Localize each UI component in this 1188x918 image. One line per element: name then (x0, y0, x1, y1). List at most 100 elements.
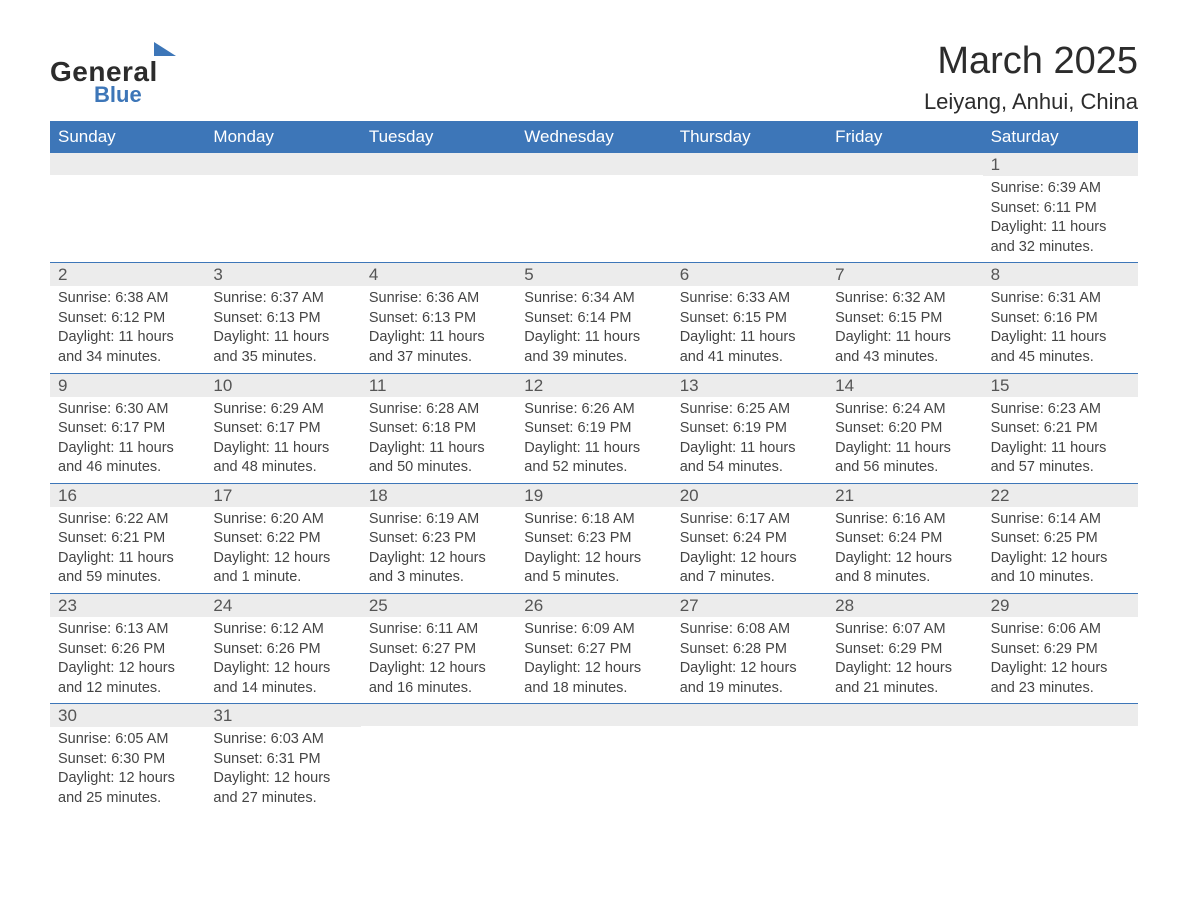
sunrise-line: Sunrise: 6:28 AM (369, 400, 508, 420)
sunrise-line: Sunrise: 6:39 AM (991, 179, 1130, 199)
day-number (361, 704, 516, 726)
day-body: Sunrise: 6:38 AMSunset: 6:12 PMDaylight:… (50, 286, 205, 372)
day-cell: 29Sunrise: 6:06 AMSunset: 6:29 PMDayligh… (983, 594, 1138, 703)
day-body: Sunrise: 6:23 AMSunset: 6:21 PMDaylight:… (983, 397, 1138, 483)
day-cell (205, 153, 360, 262)
sunset-line: Sunset: 6:27 PM (524, 640, 663, 660)
day-header-cell: Thursday (672, 121, 827, 153)
day-body: Sunrise: 6:29 AMSunset: 6:17 PMDaylight:… (205, 397, 360, 483)
day-header-cell: Saturday (983, 121, 1138, 153)
week-row: 9Sunrise: 6:30 AMSunset: 6:17 PMDaylight… (50, 374, 1138, 484)
daylight-line: Daylight: 12 hours and 14 minutes. (213, 659, 352, 698)
daylight-line: Daylight: 11 hours and 54 minutes. (680, 439, 819, 478)
day-body: Sunrise: 6:22 AMSunset: 6:21 PMDaylight:… (50, 507, 205, 593)
day-body: Sunrise: 6:06 AMSunset: 6:29 PMDaylight:… (983, 617, 1138, 703)
day-body: Sunrise: 6:12 AMSunset: 6:26 PMDaylight:… (205, 617, 360, 703)
day-body: Sunrise: 6:17 AMSunset: 6:24 PMDaylight:… (672, 507, 827, 593)
day-cell: 14Sunrise: 6:24 AMSunset: 6:20 PMDayligh… (827, 374, 982, 483)
sunrise-line: Sunrise: 6:07 AM (835, 620, 974, 640)
sunset-line: Sunset: 6:17 PM (58, 419, 197, 439)
day-number (361, 153, 516, 175)
day-number: 13 (672, 374, 827, 397)
daylight-line: Daylight: 11 hours and 32 minutes. (991, 218, 1130, 257)
day-number: 9 (50, 374, 205, 397)
day-header-cell: Tuesday (361, 121, 516, 153)
day-cell: 18Sunrise: 6:19 AMSunset: 6:23 PMDayligh… (361, 484, 516, 593)
sunrise-line: Sunrise: 6:23 AM (991, 400, 1130, 420)
daylight-line: Daylight: 11 hours and 46 minutes. (58, 439, 197, 478)
day-cell (983, 704, 1138, 813)
day-body (50, 175, 205, 183)
header: General Blue March 2025 Leiyang, Anhui, … (50, 40, 1138, 115)
daylight-line: Daylight: 12 hours and 1 minute. (213, 549, 352, 588)
day-number: 30 (50, 704, 205, 727)
day-number (827, 704, 982, 726)
daylight-line: Daylight: 11 hours and 52 minutes. (524, 439, 663, 478)
sunrise-line: Sunrise: 6:36 AM (369, 289, 508, 309)
day-body (205, 175, 360, 183)
sunrise-line: Sunrise: 6:09 AM (524, 620, 663, 640)
day-number: 7 (827, 263, 982, 286)
day-body (672, 175, 827, 183)
day-number: 23 (50, 594, 205, 617)
daylight-line: Daylight: 11 hours and 59 minutes. (58, 549, 197, 588)
day-cell (827, 704, 982, 813)
day-cell: 10Sunrise: 6:29 AMSunset: 6:17 PMDayligh… (205, 374, 360, 483)
day-number: 29 (983, 594, 1138, 617)
sunrise-line: Sunrise: 6:31 AM (991, 289, 1130, 309)
sunset-line: Sunset: 6:11 PM (991, 199, 1130, 219)
brand-logo: General Blue (50, 58, 176, 106)
sunrise-line: Sunrise: 6:38 AM (58, 289, 197, 309)
sunset-line: Sunset: 6:31 PM (213, 750, 352, 770)
sunrise-line: Sunrise: 6:25 AM (680, 400, 819, 420)
daylight-line: Daylight: 12 hours and 16 minutes. (369, 659, 508, 698)
day-number: 21 (827, 484, 982, 507)
day-body: Sunrise: 6:19 AMSunset: 6:23 PMDaylight:… (361, 507, 516, 593)
day-cell (516, 153, 671, 262)
day-number: 22 (983, 484, 1138, 507)
daylight-line: Daylight: 12 hours and 18 minutes. (524, 659, 663, 698)
day-body: Sunrise: 6:09 AMSunset: 6:27 PMDaylight:… (516, 617, 671, 703)
sunrise-line: Sunrise: 6:37 AM (213, 289, 352, 309)
sunset-line: Sunset: 6:29 PM (835, 640, 974, 660)
sunrise-line: Sunrise: 6:29 AM (213, 400, 352, 420)
sunset-line: Sunset: 6:26 PM (213, 640, 352, 660)
day-body (827, 175, 982, 183)
calendar: SundayMondayTuesdayWednesdayThursdayFrid… (50, 121, 1138, 814)
day-number: 25 (361, 594, 516, 617)
day-cell: 25Sunrise: 6:11 AMSunset: 6:27 PMDayligh… (361, 594, 516, 703)
day-body: Sunrise: 6:37 AMSunset: 6:13 PMDaylight:… (205, 286, 360, 372)
daylight-line: Daylight: 11 hours and 48 minutes. (213, 439, 352, 478)
day-body: Sunrise: 6:30 AMSunset: 6:17 PMDaylight:… (50, 397, 205, 483)
sunset-line: Sunset: 6:26 PM (58, 640, 197, 660)
sunset-line: Sunset: 6:22 PM (213, 529, 352, 549)
day-body: Sunrise: 6:24 AMSunset: 6:20 PMDaylight:… (827, 397, 982, 483)
week-row: 1Sunrise: 6:39 AMSunset: 6:11 PMDaylight… (50, 153, 1138, 263)
sunset-line: Sunset: 6:19 PM (680, 419, 819, 439)
day-body (983, 726, 1138, 734)
day-header-row: SundayMondayTuesdayWednesdayThursdayFrid… (50, 121, 1138, 153)
day-number: 15 (983, 374, 1138, 397)
sunset-line: Sunset: 6:15 PM (680, 309, 819, 329)
sunset-line: Sunset: 6:13 PM (213, 309, 352, 329)
sunrise-line: Sunrise: 6:05 AM (58, 730, 197, 750)
sunset-line: Sunset: 6:23 PM (524, 529, 663, 549)
daylight-line: Daylight: 11 hours and 39 minutes. (524, 328, 663, 367)
day-cell: 13 Sunrise: 6:25 AMSunset: 6:19 PMDayligh… (672, 374, 827, 483)
day-number: 26 (516, 594, 671, 617)
sunrise-line: Sunrise: 6:26 AM (524, 400, 663, 420)
daylight-line: Daylight: 12 hours and 21 minutes. (835, 659, 974, 698)
day-cell: 31Sunrise: 6:03 AMSunset: 6:31 PMDayligh… (205, 704, 360, 813)
week-row: 16Sunrise: 6:22 AMSunset: 6:21 PMDayligh… (50, 484, 1138, 594)
sunrise-line: Sunrise: 6:34 AM (524, 289, 663, 309)
day-number: 8 (983, 263, 1138, 286)
sunrise-line: Sunrise: 6:14 AM (991, 510, 1130, 530)
day-cell: 12Sunrise: 6:26 AMSunset: 6:19 PMDayligh… (516, 374, 671, 483)
day-cell: 7Sunrise: 6:32 AMSunset: 6:15 PMDaylight… (827, 263, 982, 372)
sunset-line: Sunset: 6:17 PM (213, 419, 352, 439)
week-row: 30Sunrise: 6:05 AMSunset: 6:30 PMDayligh… (50, 704, 1138, 813)
sunset-line: Sunset: 6:27 PM (369, 640, 508, 660)
sunrise-line: Sunrise: 6:30 AM (58, 400, 197, 420)
sunrise-line: Sunrise: 6:16 AM (835, 510, 974, 530)
day-cell (672, 704, 827, 813)
